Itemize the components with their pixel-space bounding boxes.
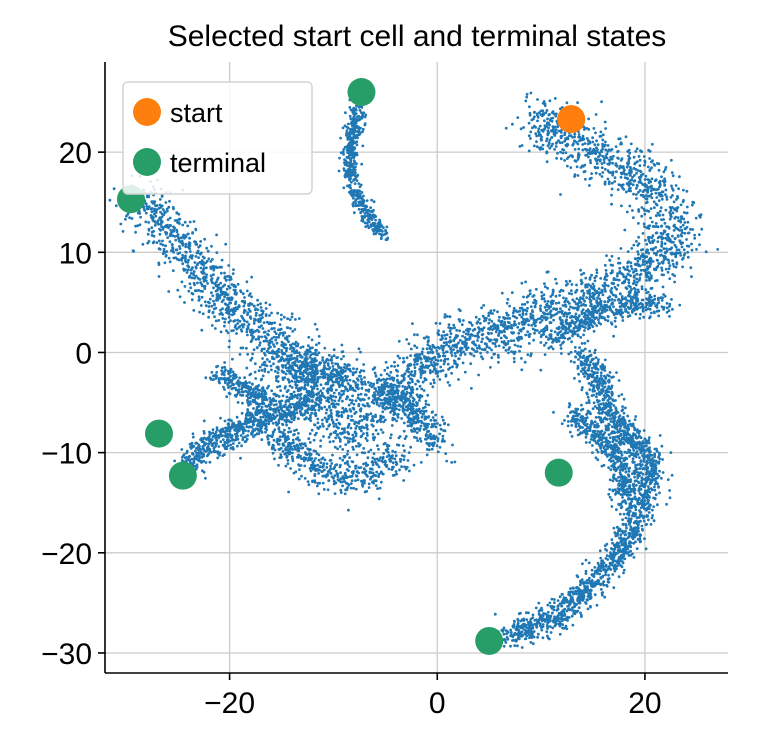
legend-label-terminal: terminal xyxy=(170,148,266,178)
state-markers xyxy=(116,78,586,655)
legend-label-start: start xyxy=(170,98,223,128)
legend-box xyxy=(122,81,313,195)
terminal-marker xyxy=(347,78,376,107)
axes: −20 0 20 −30 −20 −10 0 10 20 xyxy=(41,62,728,720)
terminal-marker xyxy=(144,419,173,448)
y-tick-label: −10 xyxy=(41,438,92,471)
terminal-marker xyxy=(168,461,197,490)
legend: start terminal xyxy=(122,81,313,195)
cell-points xyxy=(108,91,720,649)
legend-swatch-start xyxy=(133,98,161,126)
terminal-marker xyxy=(475,626,504,655)
chart-title: Selected start cell and terminal states xyxy=(168,20,667,53)
y-tick-label: 20 xyxy=(59,137,92,170)
y-tick-label: 0 xyxy=(75,337,92,370)
start-marker xyxy=(557,105,586,134)
legend-swatch-terminal xyxy=(133,148,161,176)
terminal-marker xyxy=(544,458,573,487)
x-tick-label: −20 xyxy=(204,687,255,720)
x-tick-label: 20 xyxy=(628,687,661,720)
y-tick-label: −30 xyxy=(41,638,92,671)
y-tick-label: −20 xyxy=(41,538,92,571)
y-tick-label: 10 xyxy=(59,237,92,270)
background-cells xyxy=(108,91,720,649)
x-tick-label: 0 xyxy=(429,687,446,720)
